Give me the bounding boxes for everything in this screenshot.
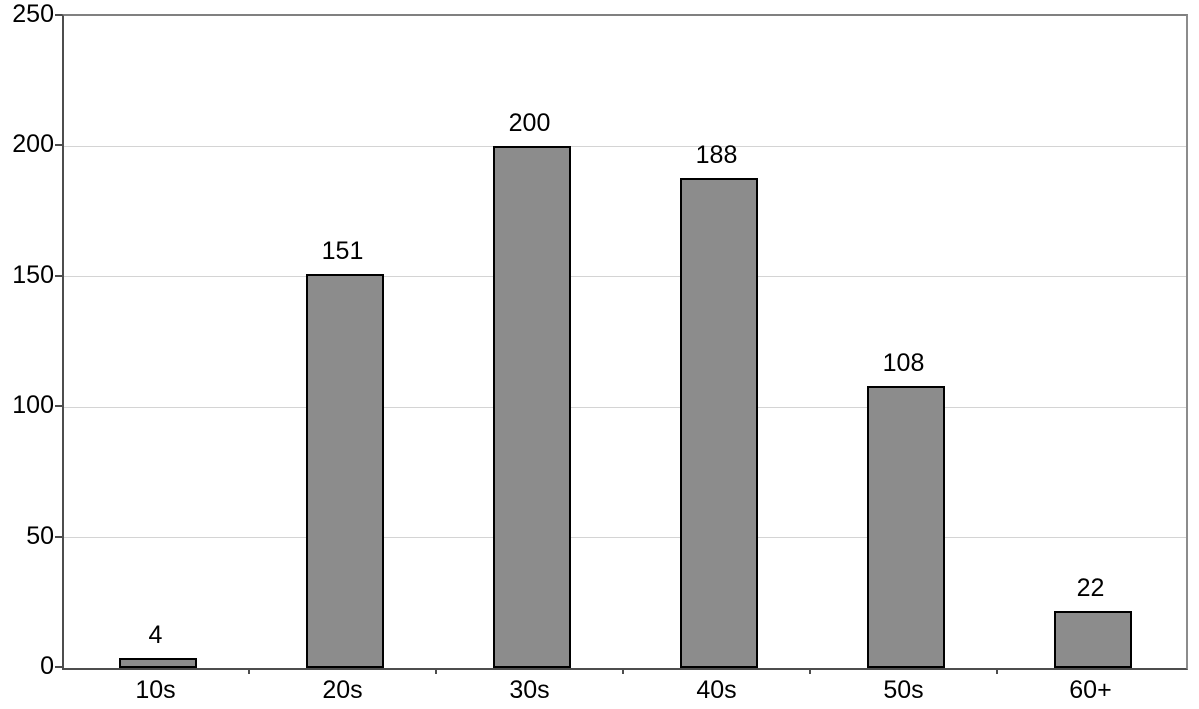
plot-area <box>62 14 1188 670</box>
bar-value-label: 4 <box>148 620 163 649</box>
y-axis-tick <box>55 274 62 277</box>
bar-value-label: 151 <box>321 237 364 266</box>
y-axis-label: 100 <box>12 391 54 420</box>
x-axis-label-50s: 50s <box>883 676 924 704</box>
x-axis-tick <box>996 668 998 674</box>
y-axis-tick <box>55 144 62 147</box>
x-axis-tick <box>248 668 250 674</box>
x-axis-label-20s: 20s <box>322 676 363 704</box>
gridline <box>64 276 1186 278</box>
bar-50s <box>866 386 945 668</box>
x-axis-label-60+: 60+ <box>1069 676 1112 704</box>
bar-20s <box>305 274 384 668</box>
bar-60+ <box>1053 610 1132 668</box>
y-axis-label: 150 <box>12 260 54 289</box>
bar-30s <box>492 146 571 668</box>
bar-value-label: 200 <box>508 109 551 138</box>
bar-value-label: 108 <box>882 349 925 378</box>
x-axis-label-10s: 10s <box>135 676 176 704</box>
gridline <box>64 145 1186 147</box>
x-axis-label-30s: 30s <box>509 676 550 704</box>
x-axis-tick <box>435 668 437 674</box>
y-axis-label: 50 <box>26 521 54 550</box>
bar-40s <box>679 177 758 668</box>
y-axis-label: 200 <box>12 130 54 159</box>
y-axis-tick <box>55 14 62 16</box>
x-axis-tick <box>622 668 624 674</box>
x-axis-label-40s: 40s <box>696 676 737 704</box>
bar-value-label: 22 <box>1076 573 1105 602</box>
y-axis-tick <box>55 535 62 538</box>
x-axis-tick <box>809 668 811 674</box>
gridline <box>64 406 1186 408</box>
y-axis-label: 0 <box>40 652 54 680</box>
y-axis-label: 250 <box>12 0 54 28</box>
bar-10s <box>118 657 197 668</box>
bar-value-label: 188 <box>695 140 738 169</box>
y-axis-tick <box>55 666 62 668</box>
y-axis-tick <box>55 405 62 408</box>
gridline <box>64 537 1186 539</box>
